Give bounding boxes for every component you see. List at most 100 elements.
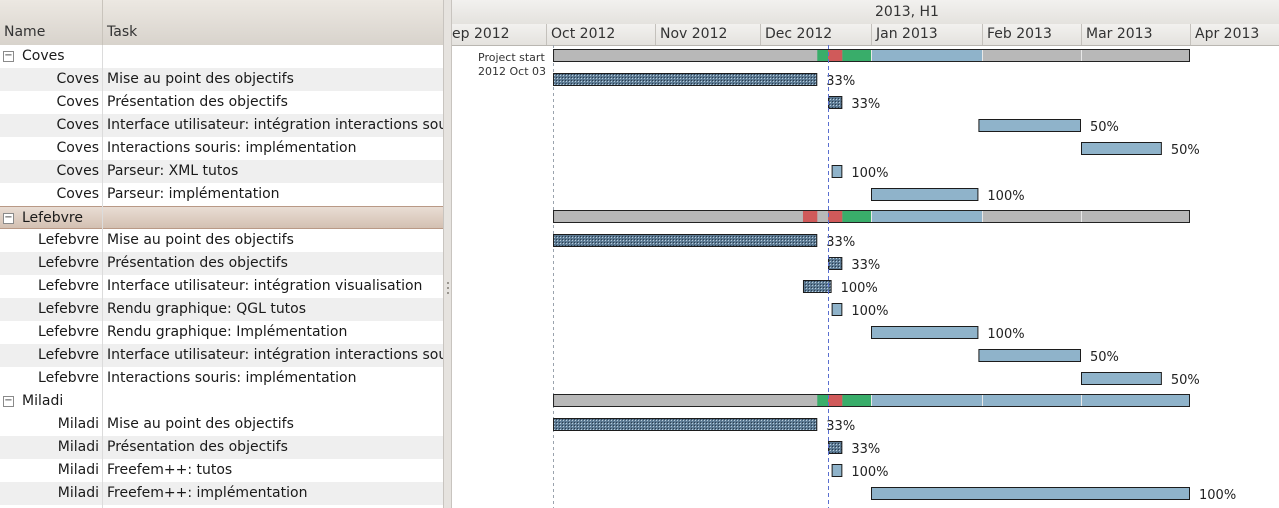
task-row[interactable]: Miladi Freefem++: tutos — [0, 459, 443, 482]
group-name: Miladi — [22, 393, 64, 409]
summary-status-segment — [802, 210, 818, 223]
task-bar — [978, 349, 1082, 362]
summary-bar-outline — [553, 49, 1190, 62]
task-row[interactable]: Lefebvre Rendu graphique: QGL tutos — [0, 298, 443, 321]
gantt-chart[interactable]: 2013, H1 ep 2012 Oct 2012 Nov 2012 Dec 2012… — [452, 0, 1279, 508]
task-bar — [831, 165, 843, 178]
task-tree-panel: Name Task − Coves Coves Mise au point des o… — [0, 0, 443, 508]
task-bar — [871, 188, 979, 201]
task-progress-label: 100% — [851, 166, 888, 181]
task-row[interactable]: Lefebvre Présentation des objectifs — [0, 252, 443, 275]
task-progress-label: 100% — [987, 327, 1024, 342]
summary-status-segment — [828, 394, 843, 407]
task-row[interactable]: Coves Mise au point des objectifs — [0, 68, 443, 91]
task-bar — [553, 234, 818, 247]
task-name: Parseur: XML tutos — [107, 163, 239, 179]
task-owner: Coves — [56, 163, 99, 179]
task-bar — [871, 326, 979, 339]
task-owner: Coves — [56, 71, 99, 87]
task-owner: Lefebvre — [38, 324, 99, 340]
task-bar — [1081, 372, 1162, 385]
group-name: Lefebvre — [22, 210, 83, 226]
task-bar — [831, 303, 843, 316]
splitter-grip-dot — [447, 287, 449, 289]
group-row[interactable]: − Miladi — [0, 390, 443, 413]
task-name: Rendu graphique: Implémentation — [107, 324, 348, 340]
month-label: Jan 2013 — [871, 24, 982, 45]
pane-splitter[interactable] — [443, 0, 452, 508]
task-progress-label: 33% — [851, 258, 880, 273]
task-name: Mise au point des objectifs — [107, 232, 294, 248]
splitter-grip-dot — [447, 282, 449, 284]
task-row[interactable]: Coves Présentation des objectifs — [0, 91, 443, 114]
task-bar — [831, 464, 843, 477]
task-row[interactable]: Coves Interface utilisateur: intégration … — [0, 114, 443, 137]
task-owner: Lefebvre — [38, 232, 99, 248]
month-label: Apr 2013 — [1190, 24, 1279, 45]
summary-status-segment — [871, 210, 982, 223]
task-row[interactable]: Lefebvre Interactions souris: implémentat… — [0, 367, 443, 390]
task-row[interactable]: Lefebvre Rendu graphique: Implémentation — [0, 321, 443, 344]
task-owner: Coves — [56, 117, 99, 133]
column-divider — [102, 45, 103, 508]
summary-status-segment — [842, 210, 871, 223]
task-owner: Lefebvre — [38, 370, 99, 386]
task-row[interactable]: Miladi Freefem++: implémentation — [0, 482, 443, 505]
collapse-icon[interactable]: − — [3, 395, 14, 407]
task-progress-label: 33% — [851, 442, 880, 457]
task-name: Interface utilisateur: intégration inter… — [107, 347, 443, 363]
task-bar — [1081, 142, 1162, 155]
timeline-month-header: ep 2012 Oct 2012 Nov 2012 Dec 2012 Jan 2013 F… — [452, 24, 1279, 46]
task-row[interactable]: Coves Interactions souris: implémentation — [0, 137, 443, 160]
task-name: Mise au point des objectifs — [107, 416, 294, 432]
summary-bar-outline — [553, 394, 1190, 407]
summary-status-segment — [842, 49, 871, 62]
month-label: Oct 2012 — [546, 24, 655, 45]
task-row[interactable]: Miladi Mise au point des objectifs — [0, 413, 443, 436]
task-name: Interactions souris: implémentation — [107, 370, 357, 386]
column-header-task[interactable]: Task — [107, 24, 138, 40]
summary-status-segment — [871, 49, 982, 62]
task-owner: Coves — [56, 186, 99, 202]
collapse-icon[interactable]: − — [3, 212, 14, 224]
tree-header: Name Task — [0, 0, 443, 46]
task-bar — [828, 257, 843, 270]
task-owner: Lefebvre — [38, 278, 99, 294]
summary-status-segment — [817, 394, 829, 407]
task-progress-label: 33% — [826, 74, 855, 89]
task-name: Freefem++: tutos — [107, 462, 233, 478]
task-row[interactable]: Coves Parseur: implémentation — [0, 183, 443, 206]
task-owner: Miladi — [57, 485, 99, 501]
project-start-date: 2012 Oct 03 — [478, 65, 547, 78]
task-progress-label: 100% — [987, 189, 1024, 204]
task-owner: Coves — [56, 140, 99, 156]
task-progress-label: 100% — [851, 465, 888, 480]
task-owner: Miladi — [57, 416, 99, 432]
task-name: Présentation des objectifs — [107, 255, 288, 271]
task-owner: Lefebvre — [38, 347, 99, 363]
task-name: Parseur: implémentation — [107, 186, 280, 202]
summary-status-segment — [842, 394, 871, 407]
task-name: Présentation des objectifs — [107, 439, 288, 455]
task-row[interactable]: Lefebvre Interface utilisateur: intégrati… — [0, 275, 443, 298]
month-label: Mar 2013 — [1081, 24, 1190, 45]
project-start-label: Project start — [478, 51, 545, 64]
task-bar — [802, 280, 832, 293]
group-row[interactable]: − Lefebvre — [0, 206, 443, 229]
task-bar — [978, 119, 1082, 132]
task-progress-label: 33% — [851, 97, 880, 112]
task-owner: Lefebvre — [38, 301, 99, 317]
month-label: ep 2012 — [452, 26, 510, 42]
task-row[interactable]: Lefebvre Interface utilisateur: intégrati… — [0, 344, 443, 367]
group-row[interactable]: − Coves — [0, 45, 443, 68]
collapse-icon[interactable]: − — [3, 50, 14, 62]
task-owner: Miladi — [57, 462, 99, 478]
task-progress-label: 100% — [851, 304, 888, 319]
task-row[interactable]: Coves Parseur: XML tutos — [0, 160, 443, 183]
task-row[interactable]: Miladi Présentation des objectifs — [0, 436, 443, 459]
column-header-name[interactable]: Name — [0, 0, 103, 45]
task-row[interactable]: Lefebvre Mise au point des objectifs — [0, 229, 443, 252]
task-bar — [828, 441, 843, 454]
task-bar — [553, 418, 818, 431]
summary-status-segment — [828, 210, 843, 223]
